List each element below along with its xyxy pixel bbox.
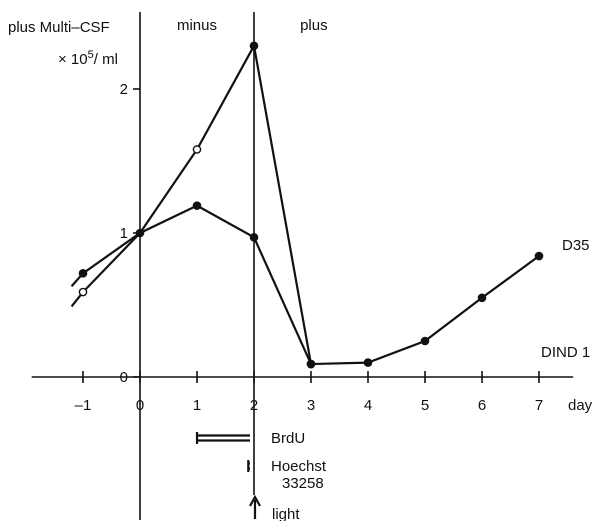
x-tick-label: 3 [307,397,315,414]
series-label-dind1: DIND 1 [541,344,590,361]
data-point-filled [534,251,544,261]
data-point-filled [78,269,88,278]
data-point-filled [306,359,316,369]
phase-label-plus: plus [300,17,328,34]
light-arrow-head [249,494,261,507]
x-tick-label: –1 [75,397,92,414]
data-point-filled [249,233,259,242]
x-tick-label: 4 [364,397,372,414]
y-tick-label: 0 [120,369,128,386]
x-axis-title: day [568,397,593,414]
data-point-filled [477,293,487,303]
data-point-filled [363,358,373,367]
brdu-label: BrdU [271,430,305,447]
hoechst-label-number: 33258 [282,475,324,492]
y-unit-exponent: 5 [88,49,94,61]
y-tick-label: 2 [120,81,128,98]
data-point-filled [135,228,145,238]
x-tick-label: 7 [535,397,543,414]
x-tick-label: 6 [478,397,486,414]
data-point-filled [420,336,430,346]
y-tick-label: 1 [120,225,128,242]
light-label: light [272,506,300,521]
hoechst-label: Hoechst [271,458,327,475]
y-unit-suffix: / ml [94,51,118,68]
y-unit-prefix: × 10 [58,51,88,68]
data-point-open [78,287,88,297]
y-axis-label: plus Multi–CSF [8,19,110,36]
series-line-1 [70,42,313,365]
x-tick-label: 5 [421,397,429,414]
x-tick-label: 1 [193,397,201,414]
series-label-d35: D35 [562,237,590,254]
series-line-0 [70,204,540,366]
x-tick-label: 0 [136,397,144,414]
data-point-filled [249,41,259,51]
y-unit-label: × 105/ ml [58,49,118,68]
data-point-open [192,145,202,154]
x-tick-label: 2 [250,397,258,414]
phase-label-minus: minus [177,17,217,34]
plot-area: minus plus 0 1 2 –1 0 1 2 3 4 5 6 7 day D35 DIND 1 BrdU Ho… [31,12,593,521]
data-point-filled [192,201,202,210]
